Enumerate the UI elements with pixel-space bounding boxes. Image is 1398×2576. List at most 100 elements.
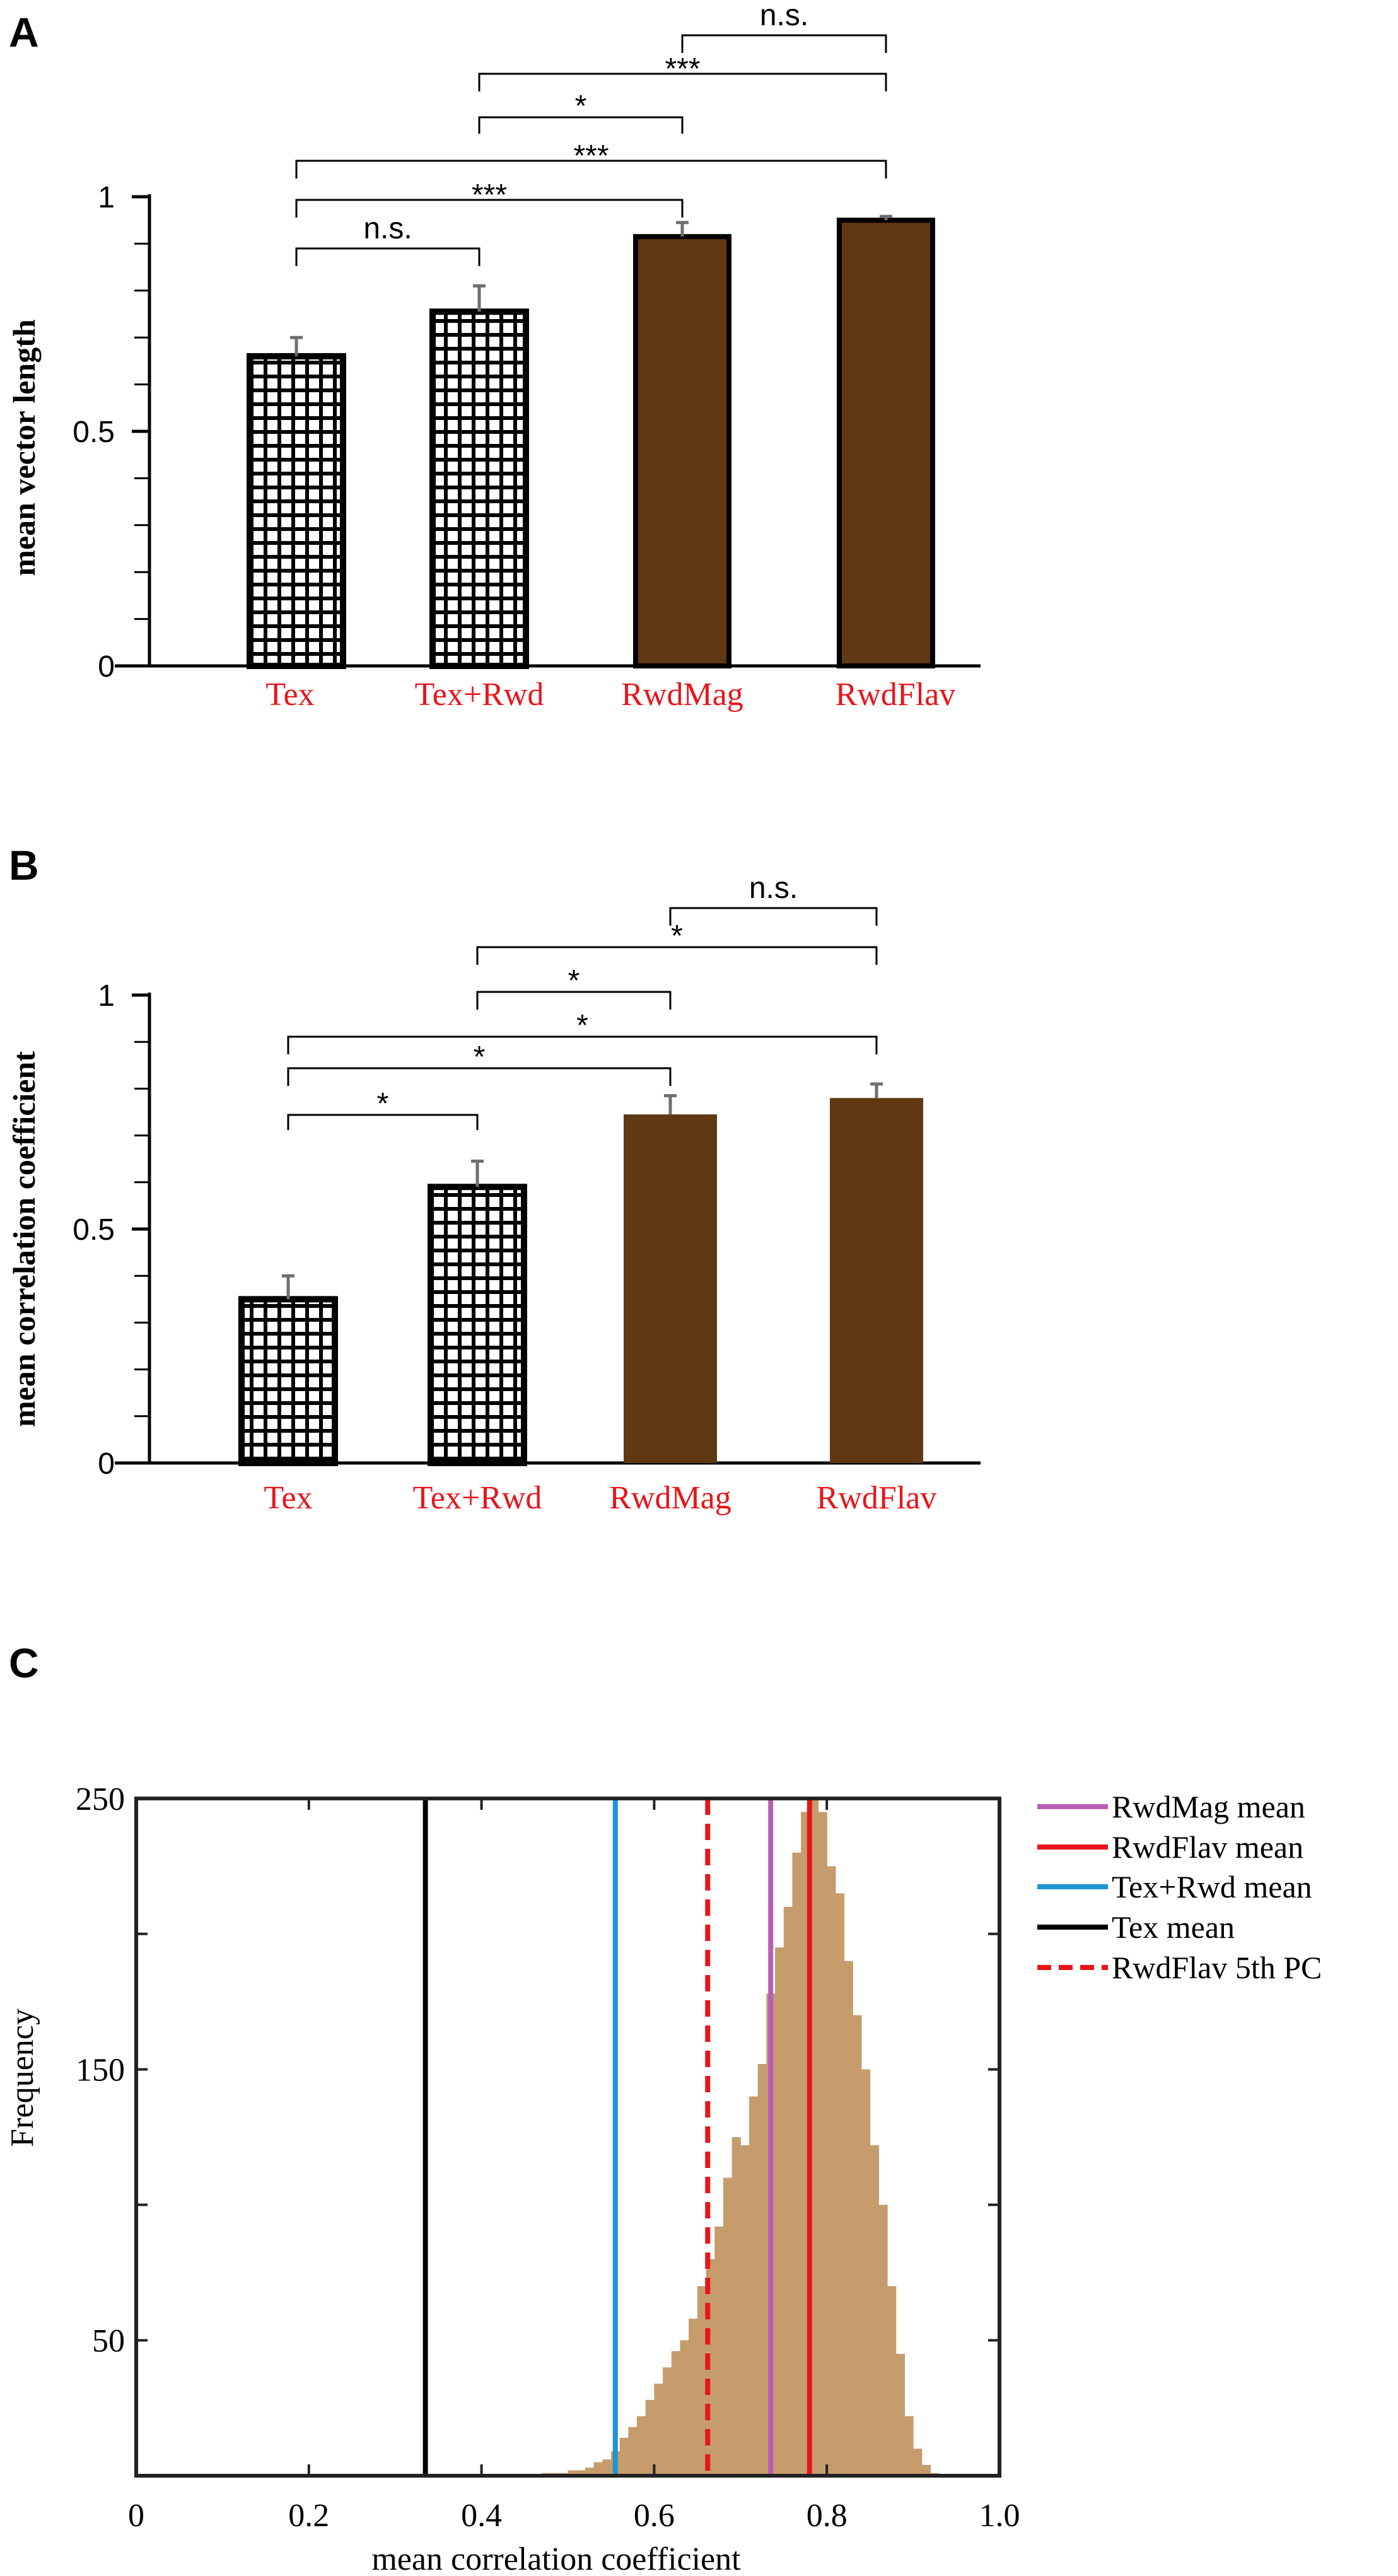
panel-c-label: C — [9, 1640, 39, 1686]
legend-entry-4: RwdFlav 5th PC — [1112, 1950, 1322, 1985]
panel-c-x-tick-label: 0.2 — [288, 2498, 329, 2534]
histogram-bin — [775, 1947, 784, 2476]
panel-b-significance-label: n.s. — [749, 871, 798, 905]
panel-c-y-tick-label: 50 — [92, 2323, 125, 2359]
histogram-bin — [749, 2096, 759, 2476]
panel-b-significance-bracket — [287, 1067, 672, 1086]
legend-entry-3: Tex mean — [1112, 1909, 1235, 1945]
panel-a-significance-label: n.s. — [760, 0, 808, 32]
panel-a-category-label: RwdMag — [621, 677, 743, 713]
histogram-bin — [783, 1906, 793, 2476]
histogram-bin — [568, 2470, 577, 2476]
histogram-bin — [645, 2399, 655, 2476]
panel-b-category-label: RwdFlav — [817, 1480, 937, 1516]
panel-a-significance-label: *** — [472, 178, 507, 212]
panel-b-bar-3 — [830, 1098, 923, 1463]
panel-b-significance-bracket — [287, 1035, 878, 1054]
histogram-bin — [853, 2015, 862, 2476]
panel-b-y-axis-label: mean correlation coefficient — [6, 1051, 42, 1427]
histogram-bin — [895, 2353, 906, 2476]
panel-c-x-tick-label: 0 — [128, 2498, 144, 2534]
histogram-bin — [697, 2286, 707, 2476]
panel-b-significance-bracket — [669, 907, 878, 926]
histogram-bin — [637, 2416, 646, 2476]
panel-c-y-tick-label: 250 — [76, 1781, 125, 1817]
panel-c-x-tick-label: 0.4 — [461, 2498, 502, 2534]
panel-a-category-label: Tex — [265, 677, 314, 713]
histogram-bin — [740, 2145, 750, 2476]
panel-a-significance-bracket — [478, 116, 684, 134]
panel-c-y-axis-label: Frequency — [4, 2008, 40, 2147]
panel-b-bar-2 — [624, 1114, 717, 1463]
panel-b-significance-label: * — [568, 964, 580, 998]
histogram-bin — [878, 2205, 888, 2476]
histogram-bin — [835, 1893, 845, 2476]
panel-b-significance-bracket — [476, 946, 878, 965]
panel-a-significance-bracket — [295, 199, 684, 218]
histogram-bin — [689, 2318, 698, 2476]
histogram-bin — [921, 2464, 931, 2476]
histogram-bin — [723, 2177, 733, 2476]
panel-a-significance-label: n.s. — [363, 212, 412, 245]
panel-c-x-tick-label: 1.0 — [979, 2498, 1020, 2534]
panel-a-category-label: Tex+Rwd — [415, 677, 544, 713]
panel-b-significance-bracket — [287, 1114, 479, 1130]
histogram-bin — [913, 2449, 923, 2476]
legend-entry-1: RwdFlav mean — [1112, 1829, 1303, 1865]
panel-c-legend: RwdMag mean RwdFlav mean Tex+Rwd mean Tex m… — [1037, 1789, 1322, 1985]
histogram-bin — [818, 1812, 827, 2476]
histogram-bin — [602, 2459, 612, 2476]
histogram-bin — [628, 2427, 638, 2476]
panel-b-significance-label: * — [474, 1040, 486, 1074]
panel-a-significance-bracket — [295, 247, 481, 266]
panel-a-bar-2 — [633, 234, 731, 668]
histogram-bin — [585, 2468, 595, 2476]
panel-c-x-axis-label: mean correlation coefficient — [371, 2541, 741, 2576]
histogram-bin — [663, 2367, 672, 2476]
histogram-bin — [654, 2383, 663, 2476]
panel-b-category-label: RwdMag — [609, 1480, 731, 1516]
panel-a-significance-bracket — [681, 34, 887, 53]
panel-a-bar-0 — [247, 353, 346, 670]
histogram-bin — [593, 2462, 603, 2476]
histogram-bin — [671, 2351, 681, 2476]
histogram-bin — [844, 1961, 853, 2476]
panel-b-bar-1 — [428, 1184, 527, 1466]
panel-b-y-tick-label: 0.5 — [73, 1213, 115, 1247]
panel-b-significance-bracket — [476, 991, 672, 1010]
panel-c-x-tick-label: 0.6 — [634, 2498, 675, 2534]
legend-entry-0: RwdMag mean — [1112, 1789, 1305, 1824]
panel-b-significance-label: * — [671, 919, 683, 953]
panel-b-significance-label: * — [377, 1087, 389, 1121]
histogram-bin — [680, 2340, 689, 2476]
panel-a: A mean vector length 0 0.5 1 Tex Tex+Rwd RwdM… — [6, 0, 981, 713]
panel-c-y-tick-label: 150 — [76, 2053, 125, 2089]
panel-b-bar-0 — [238, 1296, 338, 1467]
histogram-bin — [827, 1866, 836, 2476]
panel-c-x-tick-label: 0.8 — [807, 2498, 848, 2534]
panel-a-y-tick-label: 0.5 — [73, 416, 115, 449]
panel-a-significance-label: *** — [665, 52, 700, 86]
panel-a-bar-3 — [837, 218, 935, 668]
panel-a-significance-bracket — [295, 160, 887, 178]
panel-a-y-axis-label: mean vector length — [6, 319, 42, 576]
histogram-bin — [870, 2145, 879, 2476]
histogram-bin — [731, 2137, 741, 2476]
panel-b-category-label: Tex+Rwd — [413, 1480, 542, 1516]
histogram-bin — [861, 2069, 871, 2476]
panel-a-significance-label: * — [575, 90, 587, 123]
histogram-bin — [714, 2226, 724, 2476]
panel-a-y-tick-label: 0 — [98, 650, 115, 684]
panel-b: B mean correlation coefficient 0 0.5 1 Tex T… — [6, 842, 981, 1516]
panel-a-bar-1 — [429, 308, 529, 669]
histogram-bin — [904, 2416, 914, 2476]
histogram-bin — [576, 2470, 586, 2476]
panel-c-plot-frame — [134, 1797, 1001, 2478]
panel-b-y-tick-label: 0 — [98, 1447, 115, 1481]
legend-entry-2: Tex+Rwd mean — [1112, 1869, 1312, 1904]
panel-b-significance-label: * — [576, 1009, 588, 1042]
histogram-bin — [757, 2064, 767, 2476]
panel-b-y-tick-label: 1 — [98, 979, 115, 1013]
histogram-bin — [792, 1852, 801, 2476]
